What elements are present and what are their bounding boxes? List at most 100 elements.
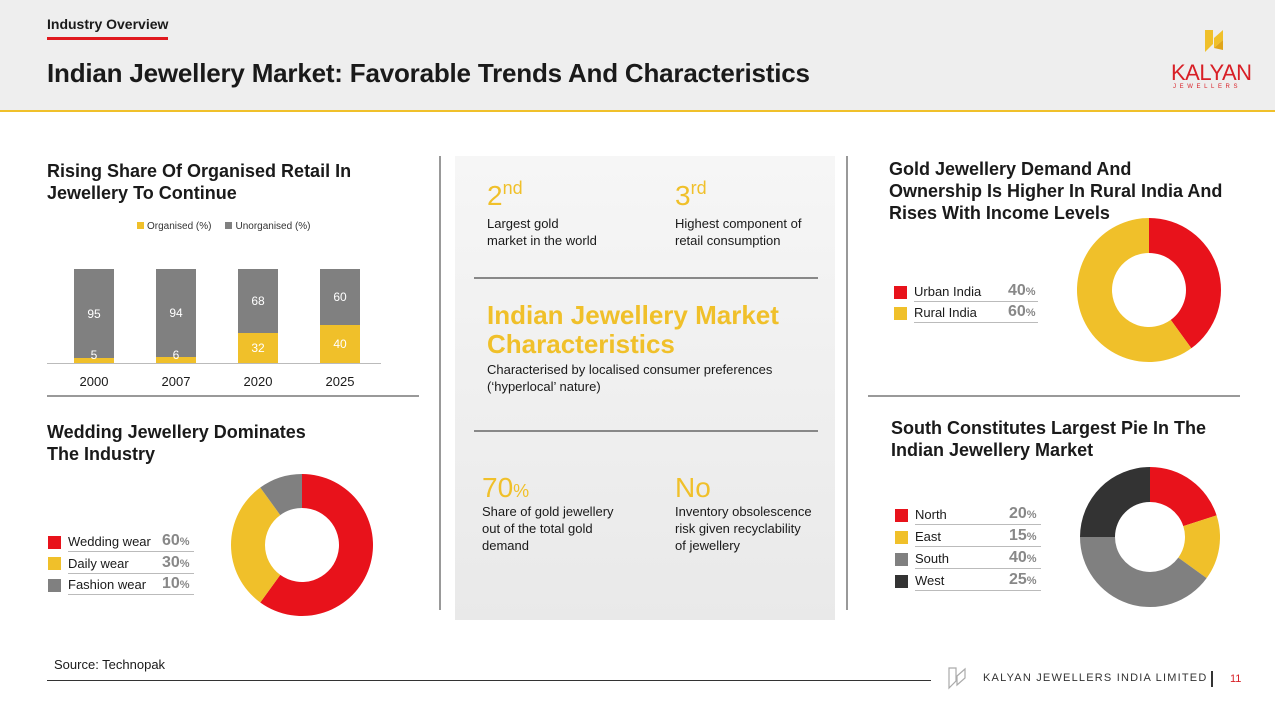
divider-left-horizontal <box>47 395 419 397</box>
legend-swatch-organised <box>137 222 144 229</box>
footer-company-name: KALYAN JEWELLERS INDIA LIMITED <box>983 672 1208 684</box>
kalyan-logo: KALYAN JEWELLERS <box>1165 26 1265 96</box>
bar-year-label-2007: 2007 <box>161 374 191 389</box>
bar-group-2025: 60 40 <box>320 269 360 363</box>
stat-rank-component-text: Highest component of retail consumption <box>675 216 802 248</box>
wedding-legend-row: Wedding wear 60% <box>48 532 194 552</box>
stat-rank-largest-text: Largest gold market in the world <box>487 216 597 248</box>
wedding-legend-label: Daily wear <box>68 554 194 574</box>
page-number: 11 <box>1230 673 1242 685</box>
wedding-legend-row: Fashion wear 10% <box>48 575 194 595</box>
south-legend-label: South <box>915 549 1041 569</box>
stat-share-gold: 70% <box>482 472 530 503</box>
page-title: Indian Jewellery Market: Favorable Trend… <box>47 58 810 88</box>
south-legend-value: 25% <box>1009 571 1037 588</box>
wedding-legend-value: 30% <box>162 553 190 571</box>
south-slice-north <box>1150 467 1217 527</box>
wedding-legend-label: Fashion wear <box>68 575 194 595</box>
logo-name: KALYAN <box>1171 60 1252 85</box>
south-donut-chart <box>1080 467 1220 607</box>
divider-right-horizontal <box>868 395 1240 397</box>
rural-legend-value: 40% <box>1008 282 1036 299</box>
center-panel <box>455 156 835 620</box>
south-legend-swatch <box>895 552 908 566</box>
rural-slice-rural-india <box>1077 218 1192 362</box>
rural-legend-label: Rural India <box>914 303 1038 323</box>
wedding-legend-label: Wedding wear <box>68 532 194 552</box>
wedding-section-title: Wedding Jewellery Dominates The Industry <box>47 422 306 464</box>
footer-mark-icon <box>948 667 966 690</box>
bar-organised-label-2000: 5 <box>90 348 98 362</box>
wedding-slice-wedding-wear <box>260 474 373 616</box>
bar-group-2007: 94 6 <box>156 269 196 363</box>
rural-legend-swatch <box>894 285 907 299</box>
bar-year-label-2020: 2020 <box>243 374 273 389</box>
header-band: Industry Overview Indian Jewellery Marke… <box>0 0 1275 112</box>
rural-section-title: Gold Jewellery Demand And Ownership Is H… <box>889 159 1223 223</box>
bar-organised-2020: 32 <box>238 332 278 363</box>
bar-year-label-2025: 2025 <box>325 374 355 389</box>
center-divider-top <box>474 277 818 279</box>
legend-organised: Organised (%) <box>137 221 211 232</box>
logo-subtitle: JEWELLERS <box>1173 84 1242 90</box>
south-legend-row: South 40% <box>895 549 1041 569</box>
south-legend-row: East 15% <box>895 527 1041 547</box>
legend-swatch-unorganised <box>225 222 233 229</box>
bar-group-2020: 68 32 <box>238 269 278 363</box>
bar-group-2000: 95 5 <box>74 269 114 363</box>
footer-rule <box>47 680 931 681</box>
footer-separator <box>1211 671 1213 687</box>
kalyan-mark-icon <box>1205 30 1223 52</box>
wedding-legend-swatch <box>48 535 61 549</box>
south-slice-south <box>1080 537 1207 607</box>
rural-legend-label: Urban India <box>914 282 1038 302</box>
stat-share-gold-text: Share of gold jewellery out of the total … <box>482 504 614 553</box>
divider-right <box>846 156 848 610</box>
south-legend-label: West <box>915 571 1041 591</box>
wedding-legend-value: 60% <box>162 532 190 549</box>
rural-legend-row: Urban India 40% <box>894 282 1038 302</box>
bar-organised-2000 <box>74 358 114 363</box>
south-legend-value: 40% <box>1009 549 1037 566</box>
bar-unorganised-2020: 68 <box>238 269 278 333</box>
rural-donut-chart <box>1077 218 1221 362</box>
characteristics-title: Indian Jewellery Market Characteristics <box>487 300 779 359</box>
bar-organised-2025: 40 <box>320 325 360 363</box>
section-tag: Industry Overview <box>47 16 169 40</box>
south-legend-swatch <box>895 574 908 588</box>
wedding-legend-swatch <box>48 557 61 570</box>
retail-section-title: Rising Share Of Organised Retail In Jewe… <box>47 161 352 203</box>
rural-legend-swatch <box>894 306 907 320</box>
south-legend-value: 15% <box>1009 527 1037 544</box>
wedding-slice-daily-wear <box>231 487 281 603</box>
south-legend-label: East <box>915 527 1041 547</box>
stat-no-obsolescence: No <box>675 472 711 503</box>
bar-chart-legend: Organised (%) Unorganised (%) <box>137 221 311 232</box>
south-legend-row: West 25% <box>895 571 1041 591</box>
bar-year-label-2000: 2000 <box>79 374 109 389</box>
center-divider-bottom <box>474 430 818 432</box>
characteristics-text: Characterised by localised consumer pref… <box>487 362 773 394</box>
bar-organised-2007 <box>156 357 196 363</box>
stat-rank-largest: 2nd <box>487 178 523 211</box>
stat-no-obsolescence-text: Inventory obsolescence risk given recycla… <box>675 504 812 553</box>
wedding-legend-value: 10% <box>162 575 190 592</box>
bar-organised-label-2007: 6 <box>172 348 180 362</box>
bar-chart-axis <box>47 363 381 364</box>
south-legend-row: North 20% <box>895 505 1041 525</box>
rural-slice-urban-india <box>1149 218 1221 349</box>
wedding-donut-chart <box>231 474 373 616</box>
south-legend-value: 20% <box>1009 505 1037 522</box>
wedding-slice-fashion-wear <box>260 474 302 516</box>
south-section-title: South Constitutes Largest Pie In The Ind… <box>891 418 1207 460</box>
south-slice-west <box>1080 467 1150 537</box>
bar-unorganised-2007: 94 <box>156 269 196 358</box>
bar-unorganised-2000: 95 <box>74 269 114 359</box>
rural-legend-value: 60% <box>1008 303 1036 320</box>
divider-left <box>439 156 441 610</box>
south-legend-swatch <box>895 508 908 522</box>
south-legend-label: North <box>915 505 1041 525</box>
source-note: Source: Technopak <box>54 657 166 672</box>
stat-rank-component: 3rd <box>675 178 707 211</box>
wedding-legend-swatch <box>48 578 61 592</box>
